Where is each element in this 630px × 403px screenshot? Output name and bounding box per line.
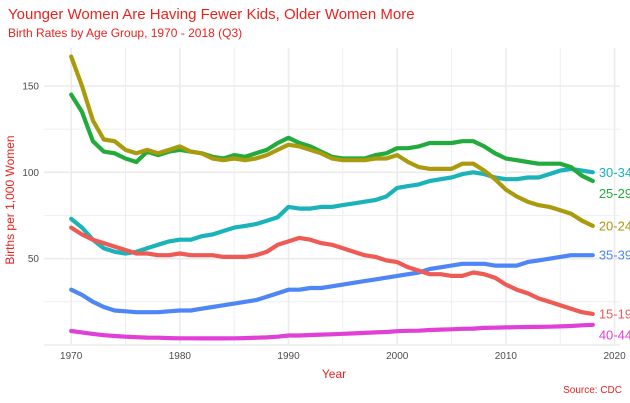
series-label-40-44: 40-44: [599, 327, 630, 342]
series-lines: [69, 54, 595, 341]
source-note: Source: CDC: [563, 385, 622, 396]
chart-title: Younger Women Are Having Fewer Kids, Old…: [8, 6, 415, 23]
x-tick-label: 2020: [603, 351, 626, 362]
series-label-20-24: 20-24: [599, 218, 630, 233]
x-tick-label: 1970: [60, 351, 83, 362]
y-axis-ticks: 50 100 150: [22, 81, 39, 265]
chart-subtitle: Birth Rates by Age Group, 1970 - 2018 (Q…: [8, 26, 242, 40]
y-tick-label: 150: [22, 81, 39, 92]
x-tick-label: 2000: [386, 351, 409, 362]
series-label-25-29: 25-29: [599, 186, 630, 201]
gridlines: [44, 48, 620, 346]
x-tick-label: 1980: [169, 351, 192, 362]
series-line-40-44: [69, 322, 595, 341]
y-axis-label: Births per 1,000 Women: [3, 135, 17, 264]
series-line-25-29: [69, 92, 595, 184]
y-tick-label: 100: [22, 168, 39, 179]
series-line-15-19: [69, 225, 595, 316]
x-tick-label: 2010: [495, 351, 518, 362]
series-label-30-34: 30-34: [599, 165, 630, 180]
series-label-35-39: 35-39: [599, 248, 630, 263]
series-line-30-34: [69, 166, 595, 256]
x-axis-label: Year: [322, 367, 346, 381]
series-labels: 30-34 25-29 20-24 35-39 15-19 40-44: [599, 165, 630, 343]
x-tick-label: 1990: [277, 351, 300, 362]
series-line-35-39: [69, 253, 595, 315]
series-line-20-24: [69, 54, 595, 228]
series-label-15-19: 15-19: [599, 306, 630, 321]
x-axis-ticks: 1970 1980 1990 2000 2010 2020: [60, 351, 626, 362]
y-tick-label: 50: [28, 254, 40, 265]
